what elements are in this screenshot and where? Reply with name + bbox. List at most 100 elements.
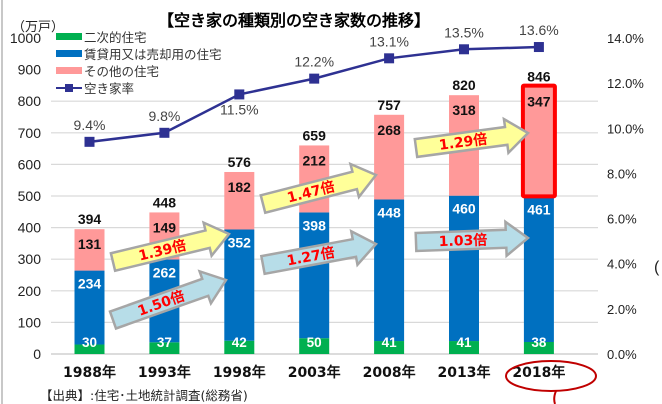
legend-label-rental: 賃貸用又は売却用の住宅 <box>84 47 222 62</box>
growth-arrow-yellow-shape <box>259 161 378 215</box>
bar-rental <box>523 196 554 342</box>
x-tick-label: 2008年 <box>363 364 416 381</box>
bar-other <box>523 86 554 197</box>
growth-arrow-blue-shape <box>414 219 531 259</box>
data-label-other: 182 <box>228 179 252 195</box>
bar-secondary <box>149 342 180 354</box>
y-tick-label: 200 <box>18 283 42 299</box>
line-marker <box>384 53 395 64</box>
y-axis-unit-label: （万戸） <box>12 20 65 35</box>
line-marker <box>309 73 320 84</box>
x-tick-label: 2003年 <box>288 364 341 381</box>
bar-secondary <box>374 341 405 354</box>
bar-rental <box>224 229 255 341</box>
growth-arrow-blue-shape <box>108 269 228 331</box>
bar-secondary <box>523 341 554 354</box>
data-label-rental: 448 <box>377 204 401 220</box>
data-label-rental: 461 <box>527 201 551 217</box>
y2-tick-label: 10.0% <box>607 121 644 136</box>
bar-rental <box>74 270 105 345</box>
line-marker <box>234 89 245 100</box>
y2-tick-label: 0.0% <box>607 347 637 362</box>
line-marker <box>159 127 170 138</box>
legend-line-marker-icon <box>56 83 82 93</box>
y-tick-label: 100 <box>18 314 42 330</box>
data-label-total: 659 <box>303 127 327 143</box>
data-label-secondary: 42 <box>232 335 247 350</box>
growth-arrow-yellow: 1.29倍 <box>413 116 531 159</box>
data-label-rental: 262 <box>153 265 177 281</box>
highlight-ellipse <box>505 360 597 392</box>
y2-tick-label: 6.0% <box>607 212 637 227</box>
y-tick-label: 700 <box>18 125 42 141</box>
data-label-other: 347 <box>527 94 551 110</box>
y2-tick-label: 4.0% <box>607 257 637 272</box>
chart-title: 【空き家の種類別の空き家数の推移】 <box>158 11 431 30</box>
legend-swatch-other <box>56 67 82 74</box>
legend-label-rate: 空き家率 <box>84 81 135 96</box>
x-tick-label: 1993年 <box>138 364 191 381</box>
multiplier-label: 1.03倍 <box>438 231 487 250</box>
data-label-other: 318 <box>452 102 476 118</box>
x-tick-label: 1998年 <box>213 364 266 381</box>
growth-arrow-blue-shape <box>259 229 379 276</box>
bar-secondary <box>224 340 255 354</box>
legend-label-other: その他の住宅 <box>84 64 160 79</box>
legend: 二次的住宅 賃貸用又は売却用の住宅 その他の住宅 空き家率 <box>56 28 222 96</box>
data-label-rate: 9.8% <box>148 108 180 124</box>
data-label-total: 846 <box>527 69 551 85</box>
y2-tick-label: 8.0% <box>607 166 637 181</box>
bar-other <box>374 114 405 200</box>
legend-label-secondary: 二次的住宅 <box>84 30 147 45</box>
data-label-secondary: 30 <box>82 335 97 350</box>
data-label-total: 757 <box>377 97 401 113</box>
data-label-total: 576 <box>228 154 252 170</box>
frame-left-border <box>1 0 3 404</box>
x-tick-label: 2013年 <box>438 364 491 381</box>
data-label-rate: 13.5% <box>444 24 484 40</box>
data-label-rate: 13.1% <box>369 33 409 49</box>
legend-item-other: その他の住宅 <box>56 62 222 79</box>
y-tick-label: 500 <box>18 188 42 204</box>
data-label-rate: 11.5% <box>220 101 259 117</box>
data-label-secondary: 38 <box>531 335 547 350</box>
legend-item-rental: 賃貸用又は売却用の住宅 <box>56 45 222 62</box>
x-tick-label: 1988年 <box>63 364 116 381</box>
data-label-other: 268 <box>377 122 401 138</box>
growth-arrow-yellow-shape <box>109 220 231 273</box>
legend-item-rate: 空き家率 <box>56 79 222 96</box>
data-label-other: 131 <box>78 236 102 252</box>
line-marker <box>84 136 95 147</box>
growth-arrow-yellow-shape <box>413 116 531 159</box>
data-label-other: 212 <box>303 152 327 168</box>
multiplier-label: 1.29倍 <box>438 131 488 154</box>
bar-rental <box>449 195 479 342</box>
y-tick-label: 1000 <box>10 30 41 46</box>
data-label-rental: 234 <box>78 276 102 292</box>
y2-tick-label: 2.0% <box>607 302 637 317</box>
line-marker <box>459 44 469 55</box>
data-label-secondary: 50 <box>307 335 322 350</box>
y-tick-label: 300 <box>18 251 42 267</box>
y-tick-label: 900 <box>18 62 42 78</box>
data-label-secondary: 37 <box>157 335 172 350</box>
ellipse-tail <box>553 390 557 404</box>
bar-secondary <box>449 341 479 354</box>
x-tick-label: 2018年 <box>512 364 565 381</box>
data-label-total: 394 <box>78 211 102 227</box>
clipped-text-fragment: ( <box>654 259 660 276</box>
y-tick-label: 800 <box>18 93 42 109</box>
legend-item-secondary: 二次的住宅 <box>56 28 222 45</box>
bar-other <box>74 229 105 271</box>
y-tick-label: 0 <box>33 346 41 362</box>
bar-rental <box>299 212 330 339</box>
highlight-box <box>520 83 557 199</box>
data-label-rate: 9.4% <box>74 117 106 133</box>
growth-arrow-blue: 1.03倍 <box>414 219 531 259</box>
data-label-secondary: 41 <box>382 335 398 350</box>
y-tick-label: 600 <box>18 156 42 172</box>
data-label-rental: 398 <box>303 217 327 233</box>
data-label-rental: 352 <box>228 234 252 250</box>
y2-tick-label: 12.0% <box>607 76 644 91</box>
